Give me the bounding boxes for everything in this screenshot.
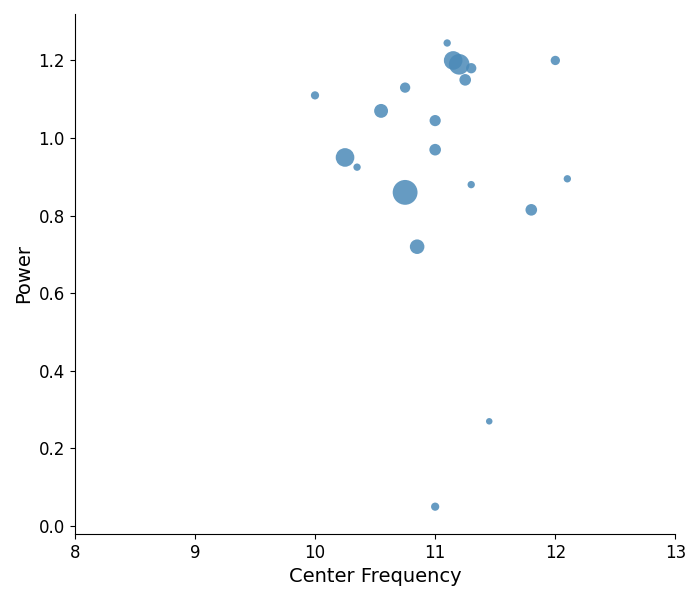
Point [309, 91, 321, 100]
Point [412, 242, 423, 251]
Point [550, 56, 561, 65]
Point [484, 416, 495, 426]
Point [375, 106, 386, 116]
Point [466, 180, 477, 190]
Point [447, 56, 458, 65]
Point [460, 75, 471, 85]
Point [442, 38, 453, 48]
Point [466, 64, 477, 73]
Point [430, 502, 441, 511]
Point [454, 59, 465, 69]
Point [430, 145, 441, 154]
Point [400, 188, 411, 197]
Y-axis label: Power: Power [14, 244, 33, 304]
Point [526, 205, 537, 215]
X-axis label: Center Frequency: Center Frequency [289, 567, 461, 586]
Point [400, 83, 411, 92]
Point [430, 116, 441, 125]
Point [340, 152, 351, 162]
Point [351, 163, 363, 172]
Point [561, 174, 573, 184]
